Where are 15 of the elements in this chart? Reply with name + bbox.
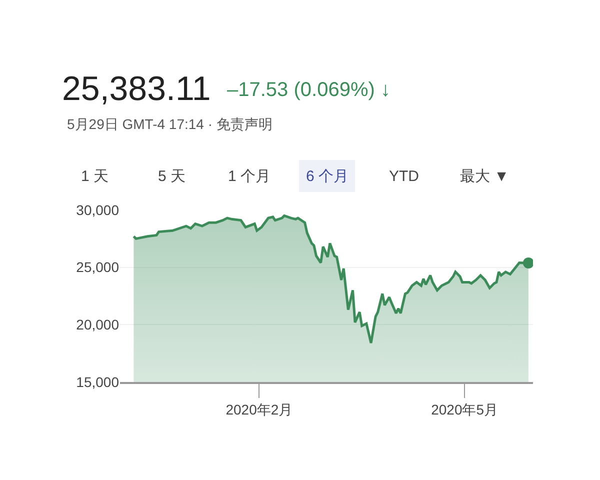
y-tick-label: 20,000 [76, 316, 120, 333]
text: –17.53 (0.069%) ↓ [227, 79, 390, 101]
text: 1 天 [81, 168, 109, 185]
x-tick-label: 2020年5月 [431, 402, 498, 418]
text: 6 个月 [306, 168, 349, 185]
x-tick-label: 2020年2月 [226, 402, 293, 418]
text: 5 天 [158, 168, 186, 185]
text: 最大 ▼ [460, 168, 510, 185]
y-tick-label: 15,000 [76, 374, 120, 390]
y-tick-label: 30,000 [76, 202, 120, 218]
y-tick-label: 25,000 [76, 259, 120, 276]
text: 1 个月 [228, 168, 271, 185]
text: YTD [389, 168, 420, 185]
chart-title: 25,383.11 [62, 70, 211, 108]
text: 5月29日 GMT-4 17:14 · 免责声明 [67, 116, 272, 132]
